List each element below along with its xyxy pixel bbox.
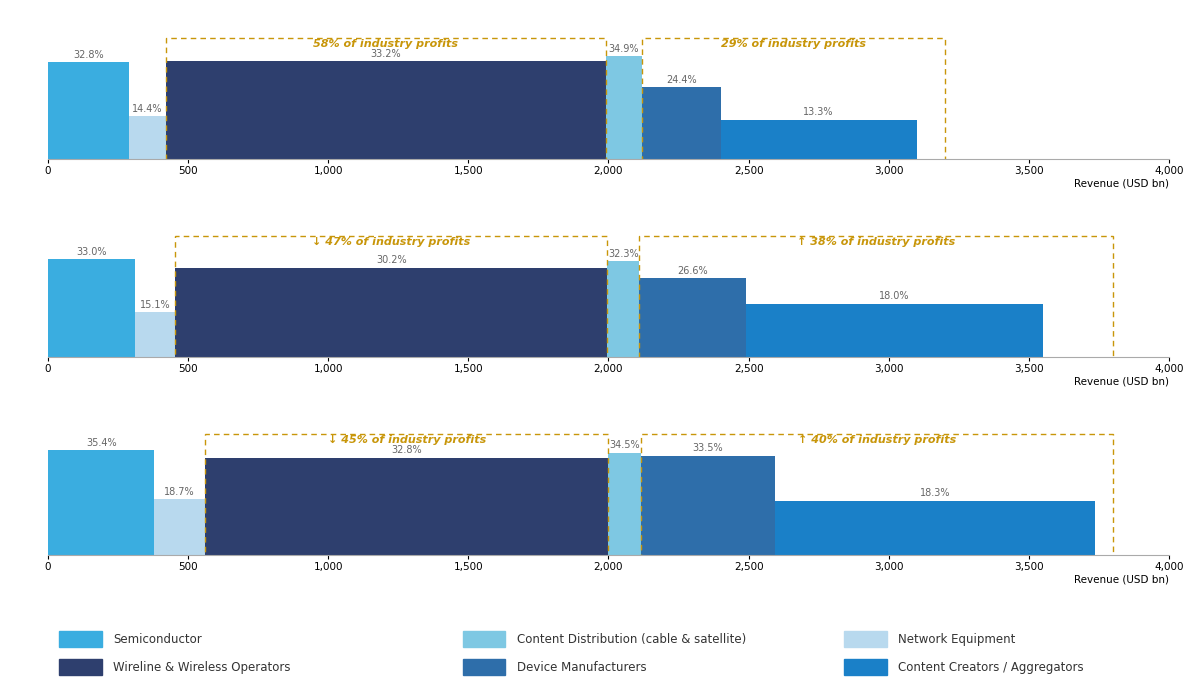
Text: 18.3%: 18.3% [920,488,951,498]
Bar [643,38,945,161]
Bar [59,631,102,647]
Text: Device Manufacturers: Device Manufacturers [517,661,646,674]
Text: 24.4%: 24.4% [667,75,697,85]
Text: 18.0%: 18.0% [879,291,910,301]
Bar [608,453,640,554]
Text: Network Equipment: Network Equipment [898,633,1016,646]
Bar [48,450,155,554]
Bar [134,312,175,356]
Text: ↓ 47% of industry profits: ↓ 47% of industry profits [312,237,470,247]
Bar [607,261,639,356]
Text: 29% of industry profits: 29% of industry profits [721,39,866,50]
Bar [643,87,721,159]
Bar [721,120,917,159]
Text: 33.5%: 33.5% [693,443,723,454]
Text: 33.0%: 33.0% [77,247,107,257]
Text: 32.3%: 32.3% [608,249,639,259]
Text: ↑ 40% of industry profits: ↑ 40% of industry profits [797,435,956,445]
Text: 13.3%: 13.3% [803,108,835,117]
Bar [844,659,886,675]
Bar [205,433,608,556]
Bar [205,458,608,554]
Bar [640,456,776,554]
Text: 34.9%: 34.9% [609,43,639,54]
Bar [776,500,1095,554]
Bar [48,62,129,159]
Bar [129,117,165,159]
Text: Wireline & Wireless Operators: Wireline & Wireless Operators [113,661,290,674]
Text: 35.4%: 35.4% [86,438,116,448]
Bar [175,268,607,356]
Text: Content Creators / Aggregators: Content Creators / Aggregators [898,661,1084,674]
Text: 32.8%: 32.8% [73,50,104,59]
Text: 33.2%: 33.2% [370,48,400,59]
Bar [175,236,607,359]
Bar [165,61,605,159]
Bar [640,433,1113,556]
Bar [463,659,505,675]
Text: Content Distribution (cable & satellite): Content Distribution (cable & satellite) [517,633,746,646]
Bar [605,56,643,159]
Bar [463,631,505,647]
X-axis label: Revenue (USD bn): Revenue (USD bn) [1074,575,1169,584]
Text: 26.6%: 26.6% [677,266,707,276]
X-axis label: Revenue (USD bn): Revenue (USD bn) [1074,179,1169,189]
Bar [59,659,102,675]
Bar [639,278,746,356]
Bar [155,499,205,554]
Bar [165,38,605,161]
Text: 14.4%: 14.4% [132,104,163,114]
Text: 30.2%: 30.2% [376,255,406,265]
Text: 34.5%: 34.5% [609,440,640,450]
Text: ↓ 45% of industry profits: ↓ 45% of industry profits [327,435,486,445]
Bar [746,303,1043,356]
Bar [844,631,886,647]
Text: 18.7%: 18.7% [164,487,195,497]
Text: 58% of industry profits: 58% of industry profits [313,39,458,50]
Text: 15.1%: 15.1% [140,300,170,310]
X-axis label: Revenue (USD bn): Revenue (USD bn) [1074,377,1169,387]
Bar [48,259,134,356]
Text: 32.8%: 32.8% [391,445,422,456]
Bar [639,236,1113,359]
Text: Semiconductor: Semiconductor [113,633,201,646]
Text: ↑ 38% of industry profits: ↑ 38% of industry profits [797,237,956,247]
